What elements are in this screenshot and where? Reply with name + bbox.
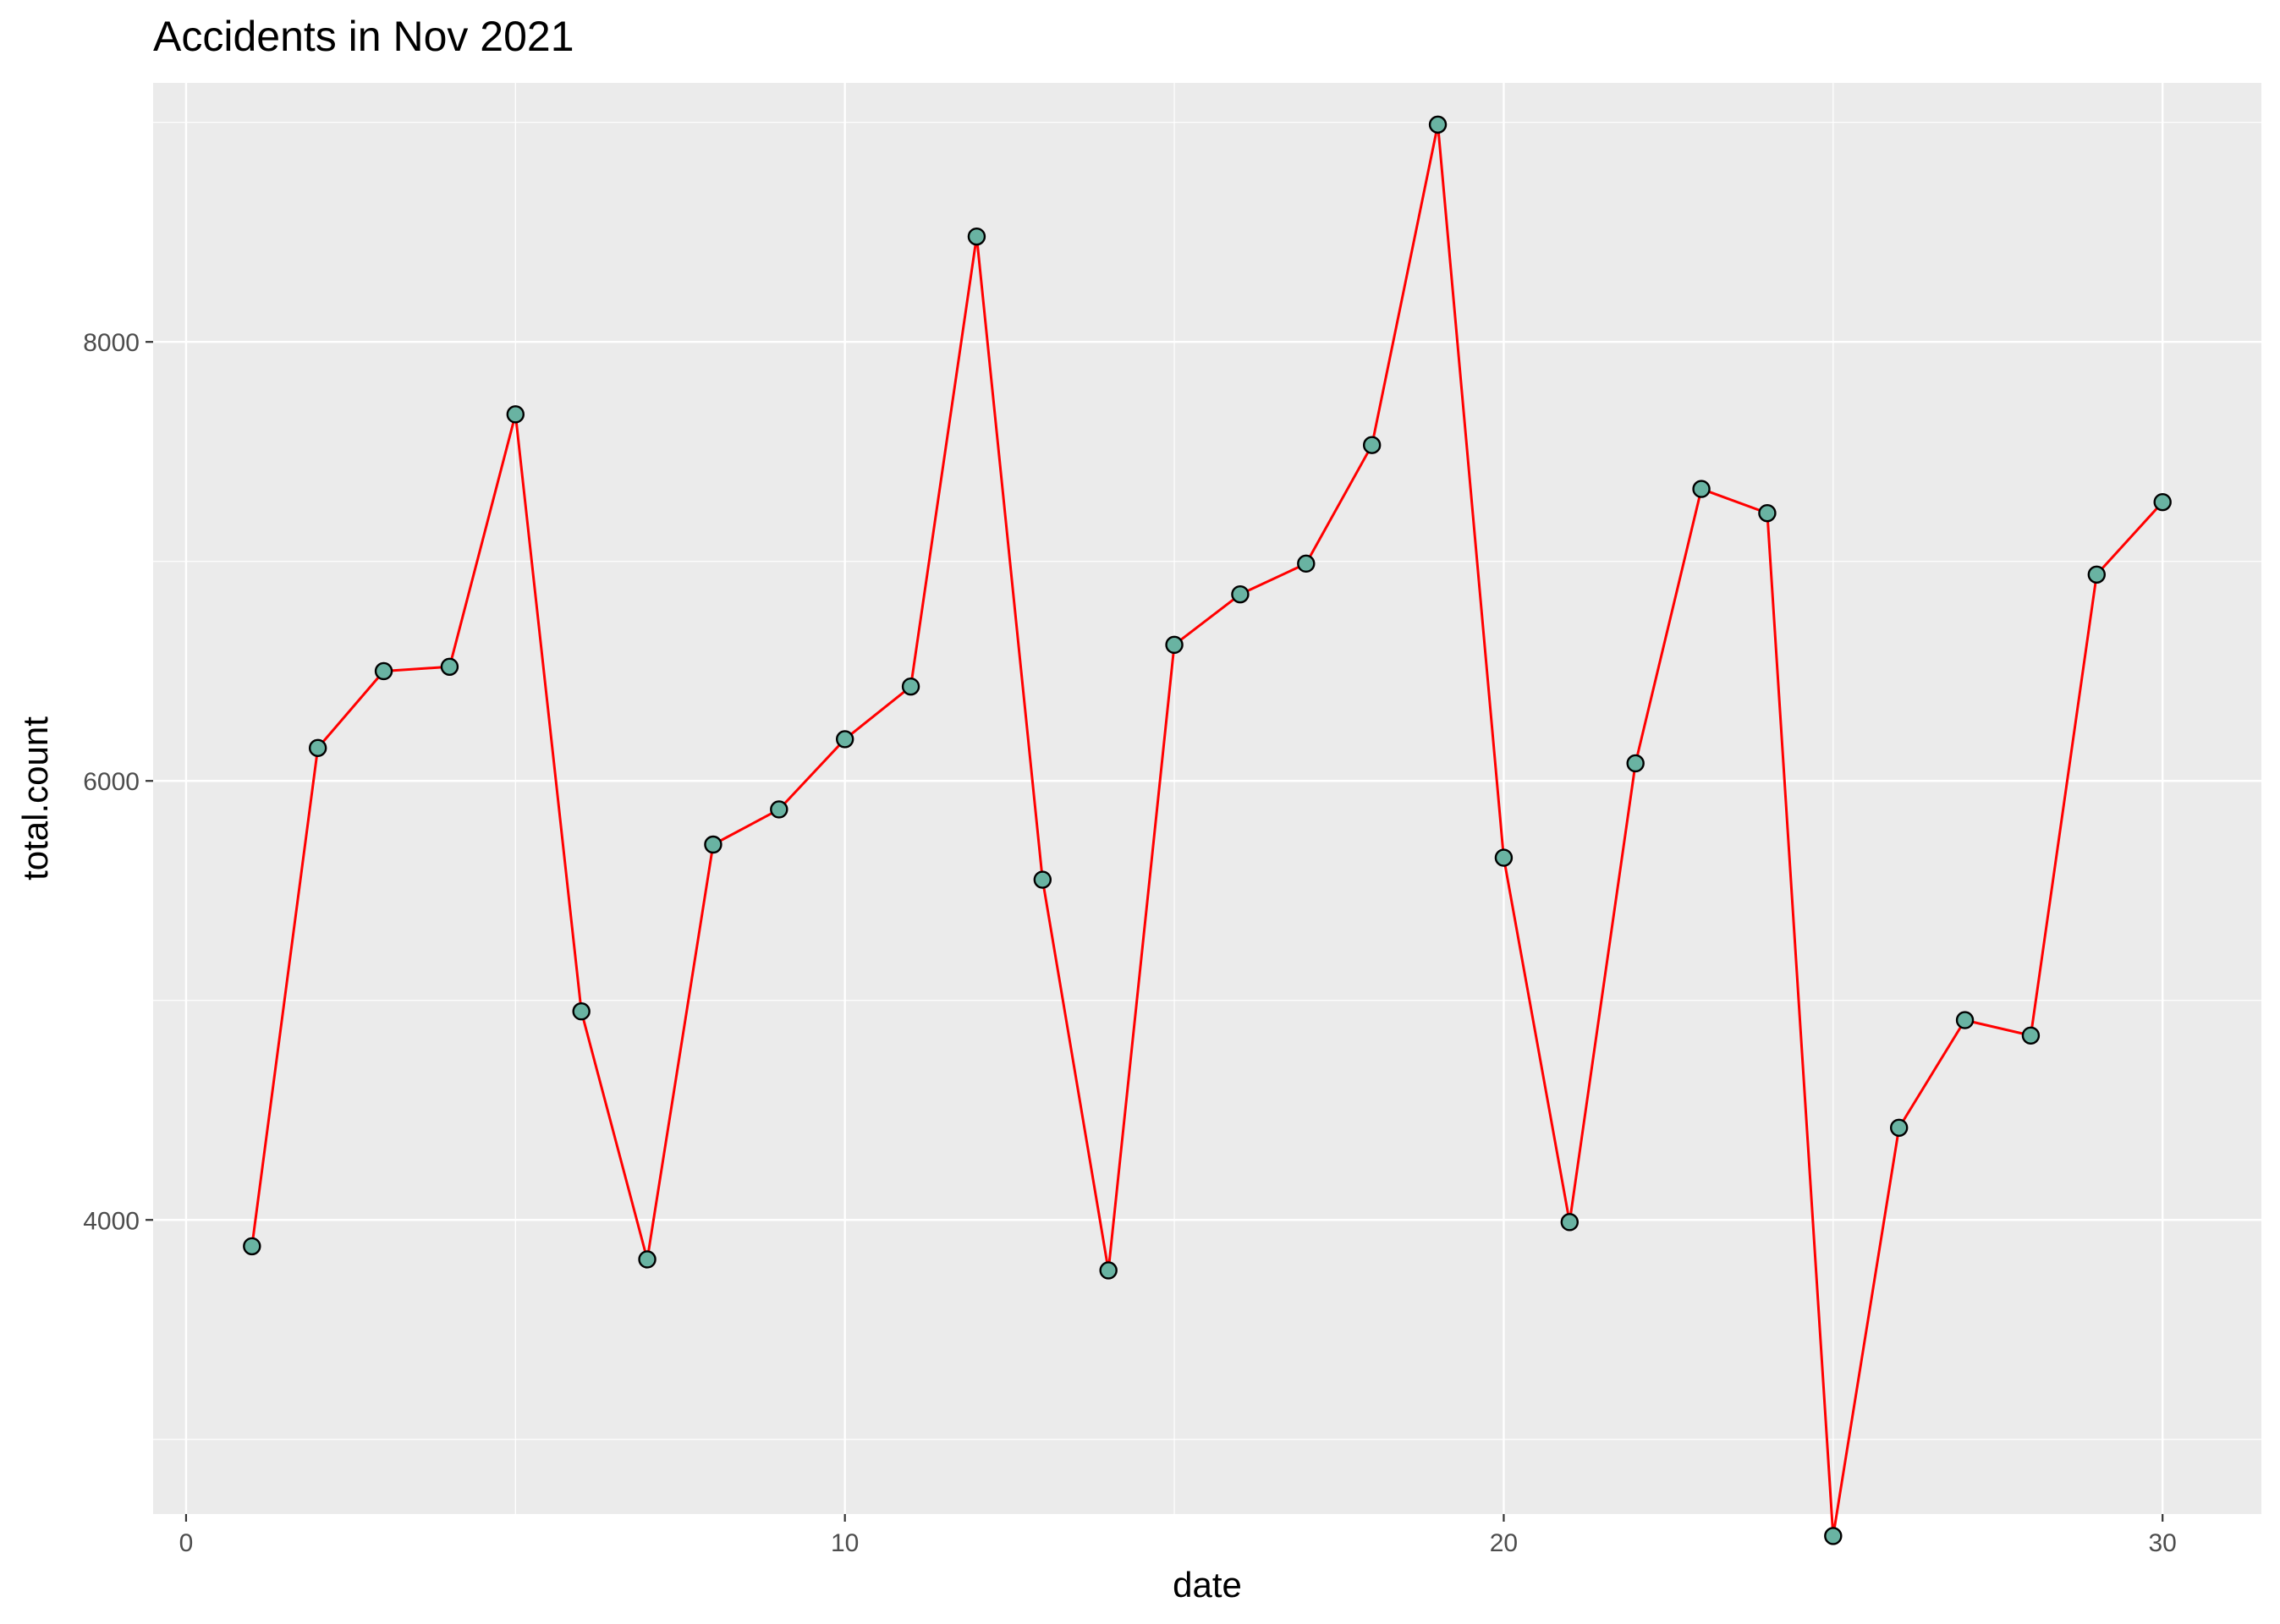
data-point [1955, 1011, 1975, 1029]
x-tick-label: 20 [1490, 1529, 1518, 1557]
y-axis: 4000 6000 8000 [83, 329, 153, 1235]
y-tick-label: 8000 [83, 329, 140, 357]
chart-title: Accidents in Nov 2021 [153, 13, 574, 60]
data-point [835, 730, 854, 749]
data-point [1824, 1527, 1843, 1545]
data-point [2153, 492, 2172, 512]
x-axis-title: date [1173, 1565, 1242, 1605]
data-point [1099, 1261, 1118, 1280]
data-point [967, 227, 986, 246]
series-line [250, 123, 2164, 1538]
data-point [1626, 754, 1645, 773]
data-point [572, 1002, 591, 1021]
major-gridlines [153, 83, 2261, 1514]
x-axis: 0 10 20 30 [179, 1514, 2177, 1557]
data-point [1560, 1213, 1580, 1232]
data-point [1494, 848, 1514, 867]
data-point [2021, 1026, 2041, 1045]
data-point [770, 800, 788, 819]
data-point [243, 1237, 261, 1256]
x-tick-label: 30 [2149, 1529, 2177, 1557]
data-point [308, 738, 327, 758]
data-point [1362, 436, 1382, 454]
data-point [440, 657, 459, 676]
y-tick-label: 6000 [83, 768, 140, 796]
data-point [1428, 115, 1448, 134]
data-point [1033, 870, 1052, 889]
data-point [1889, 1118, 1909, 1137]
data-point [1692, 480, 1711, 498]
y-axis-title: total.count [15, 716, 55, 881]
x-tick-label: 10 [831, 1529, 859, 1557]
data-point [901, 677, 920, 696]
data-point [704, 835, 722, 854]
y-tick-label: 4000 [83, 1207, 140, 1235]
data-series [243, 115, 2172, 1545]
data-point [1231, 584, 1250, 604]
plot-panel [153, 83, 2261, 1514]
data-point [506, 405, 525, 424]
data-point [2087, 565, 2107, 584]
data-point [1297, 554, 1316, 573]
data-point [1758, 503, 1777, 523]
data-point [374, 661, 393, 681]
data-point [1165, 635, 1184, 655]
data-point [638, 1250, 657, 1269]
x-tick-label: 0 [179, 1529, 194, 1557]
minor-gridlines [153, 83, 2261, 1514]
